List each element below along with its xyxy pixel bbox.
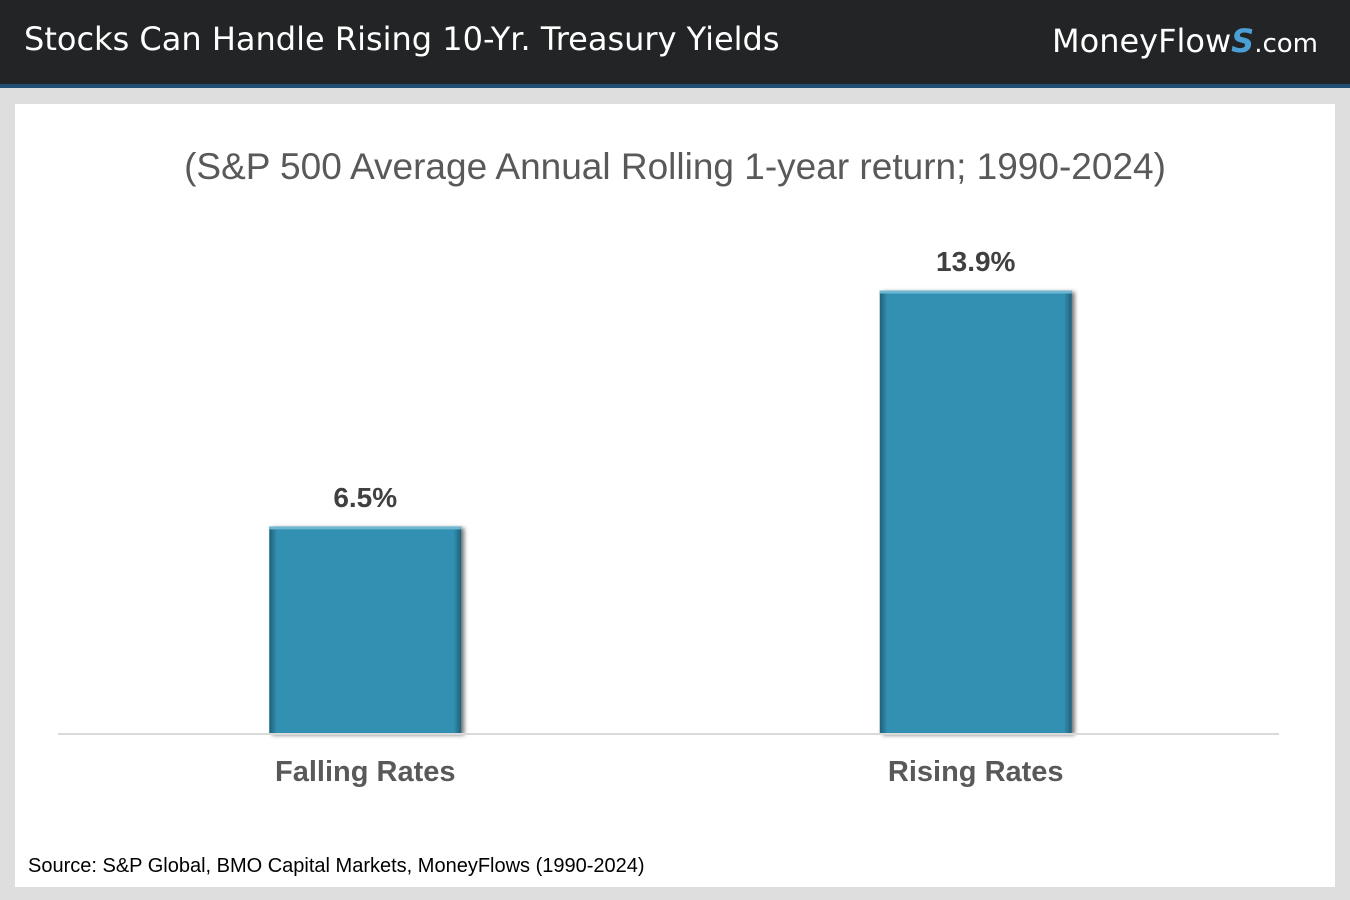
source-note: Source: S&P Global, BMO Capital Markets,… [28,855,645,877]
bar-chart: 6.5% Falling Rates 13.9% Rising Rates [58,246,1279,788]
bar-falling-rates [269,526,462,734]
bar-rising-rates [879,290,1072,734]
brand-mark: S [1231,22,1255,60]
brand-logo: MoneyFlow S .com [1052,22,1318,60]
category-label: Rising Rates [888,756,1064,788]
header-bar: Stocks Can Handle Rising 10-Yr. Treasury… [0,0,1350,88]
brand-name: MoneyFlow [1052,22,1232,60]
data-label: 13.9% [936,246,1015,277]
category-label: Falling Rates [275,756,456,788]
chart-panel: (S&P 500 Average Annual Rolling 1-year r… [15,104,1335,887]
chart-title: (S&P 500 Average Annual Rolling 1-year r… [184,146,1166,187]
page-title: Stocks Can Handle Rising 10-Yr. Treasury… [24,20,780,58]
data-label: 6.5% [333,482,397,513]
brand-domain: .com [1254,29,1318,59]
